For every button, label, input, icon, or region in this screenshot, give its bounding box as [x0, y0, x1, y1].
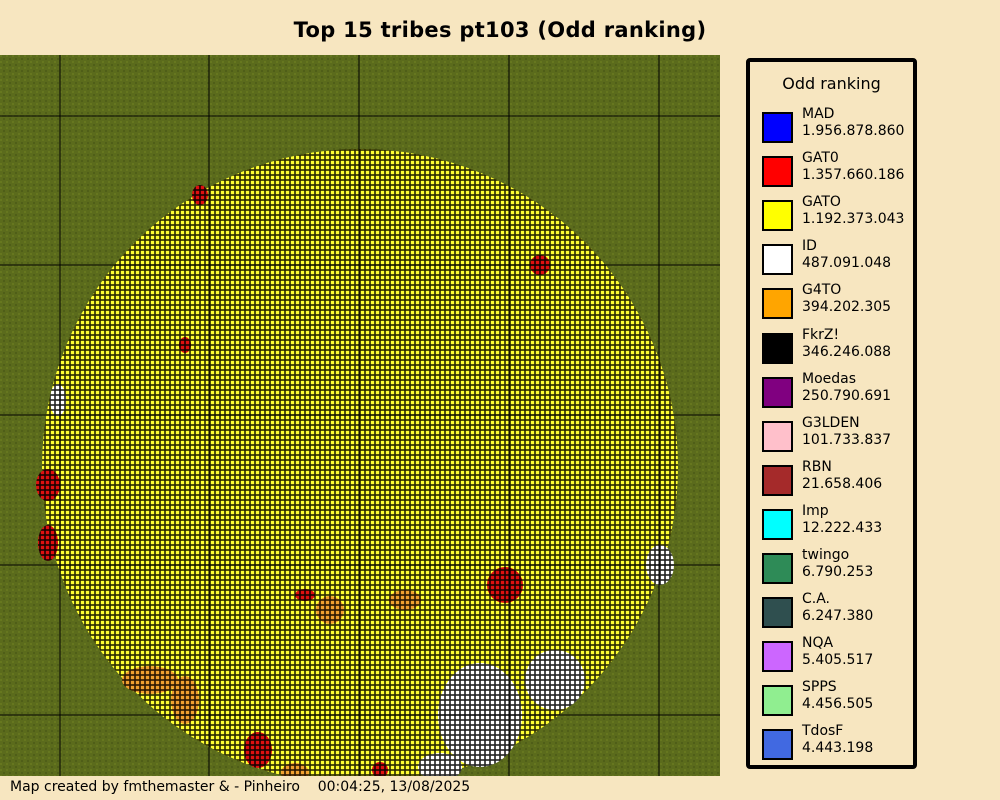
legend-tribe-points: 250.790.691 — [802, 387, 892, 404]
legend-tribe-name: Moedas — [802, 370, 857, 387]
legend-swatch — [762, 420, 793, 452]
legend-item-fkrz: FkrZ! 346.246.088 — [760, 326, 910, 369]
legend-item-imp: Imp 12.222.433 — [760, 502, 910, 545]
legend-tribe-points: 487.091.048 — [802, 255, 892, 272]
legend-tribe-points: 4.443.198 — [802, 740, 874, 757]
legend-panel: Odd ranking MAD 1.956.878.860 GAT0 1.357.66… — [746, 58, 917, 769]
legend-item-gato: GATO 1.192.373.043 — [760, 194, 910, 236]
legend-swatch — [762, 156, 793, 188]
legend-tribe-points: 101.733.837 — [802, 431, 892, 448]
legend-item-gat0: GAT0 1.357.660.186 — [760, 150, 910, 192]
legend-tribe-points: 1.192.373.043 — [802, 211, 905, 228]
legend-tribe-name: SPPS — [802, 679, 837, 696]
legend-item-g3lden: G3LDEN 101.733.837 — [760, 414, 910, 457]
legend-item-nqa: NQA 5.405.517 — [760, 635, 910, 677]
legend-swatch — [762, 597, 793, 629]
legend-tribe-name: ID — [802, 238, 817, 255]
legend-tribe-name: G4TO — [802, 282, 842, 299]
legend-tribe-name: FkrZ! — [802, 326, 840, 343]
legend-tribe-name: Imp — [802, 502, 829, 519]
map-grid — [0, 55, 720, 776]
legend-tribe-points: 5.405.517 — [802, 652, 874, 669]
legend-tribe-points: 6.247.380 — [802, 608, 874, 625]
map-title: Top 15 tribes pt103 (Odd ranking) — [293, 18, 707, 42]
legend-tribe-points: 1.956.878.860 — [802, 123, 905, 139]
legend-tribe-name: MAD — [802, 106, 835, 122]
legend-tribe-points: 346.246.088 — [802, 343, 892, 360]
tribe-territory-gato — [42, 149, 678, 776]
legend-item-c-a: C.A. 6.247.380 — [760, 591, 910, 633]
legend-item-spps: SPPS 4.456.505 — [760, 679, 910, 721]
legend-swatch — [762, 508, 793, 540]
legend-swatch — [762, 244, 793, 276]
legend-tribe-name: twingo — [802, 547, 850, 563]
legend-item-tdosf: TdosF 4.443.198 — [760, 723, 910, 765]
legend-item-moedas: Moedas 250.790.691 — [760, 370, 910, 413]
legend-swatch — [762, 553, 793, 584]
legend-swatch — [762, 464, 793, 496]
legend-swatch — [762, 729, 793, 761]
legend-item-id: ID 487.091.048 — [760, 238, 910, 280]
legend-swatch — [762, 641, 793, 673]
legend-item-mad: MAD 1.956.878.860 — [760, 106, 910, 148]
legend-swatch — [762, 112, 793, 143]
legend-tribe-name: G3LDEN — [802, 414, 860, 431]
legend-swatch — [762, 376, 793, 408]
legend-tribe-name: C.A. — [802, 591, 831, 608]
legend-tribe-points: 1.357.660.186 — [802, 167, 905, 184]
world-map[interactable] — [0, 55, 720, 776]
legend-item-g4to: G4TO 394.202.305 — [760, 282, 910, 324]
legend-item-rbn: RBN 21.658.406 — [760, 458, 910, 501]
legend-tribe-name: GAT0 — [802, 150, 839, 167]
legend-tribe-name: RBN — [802, 458, 832, 475]
legend-tribe-points: 21.658.406 — [802, 475, 883, 492]
legend-tribe-name: TdosF — [802, 723, 844, 740]
legend-tribe-name: NQA — [802, 635, 834, 652]
legend-tribe-points: 4.456.505 — [802, 696, 874, 713]
legend-swatch — [762, 200, 793, 232]
legend-title: Odd ranking — [782, 74, 881, 93]
legend-swatch — [762, 685, 793, 717]
legend-swatch — [762, 332, 793, 364]
legend-tribe-points: 12.222.433 — [802, 519, 883, 536]
legend-swatch — [762, 288, 793, 320]
tribe-territory-g4to — [122, 590, 421, 776]
timestamp-text: 00:04:25, 13/08/2025 — [317, 779, 471, 795]
legend-item-twingo: twingo 6.790.253 — [760, 547, 910, 589]
tribe-territory-gat0 — [36, 185, 550, 776]
credit-text: Map created by fmthemaster & - Pinheiro — [10, 779, 300, 795]
legend-tribe-name: GATO — [802, 194, 841, 211]
legend-tribe-points: 394.202.305 — [802, 299, 892, 316]
footer-credit: Map created by fmthemaster & - Pinheiro … — [10, 779, 470, 795]
legend-tribe-points: 6.790.253 — [802, 564, 874, 580]
